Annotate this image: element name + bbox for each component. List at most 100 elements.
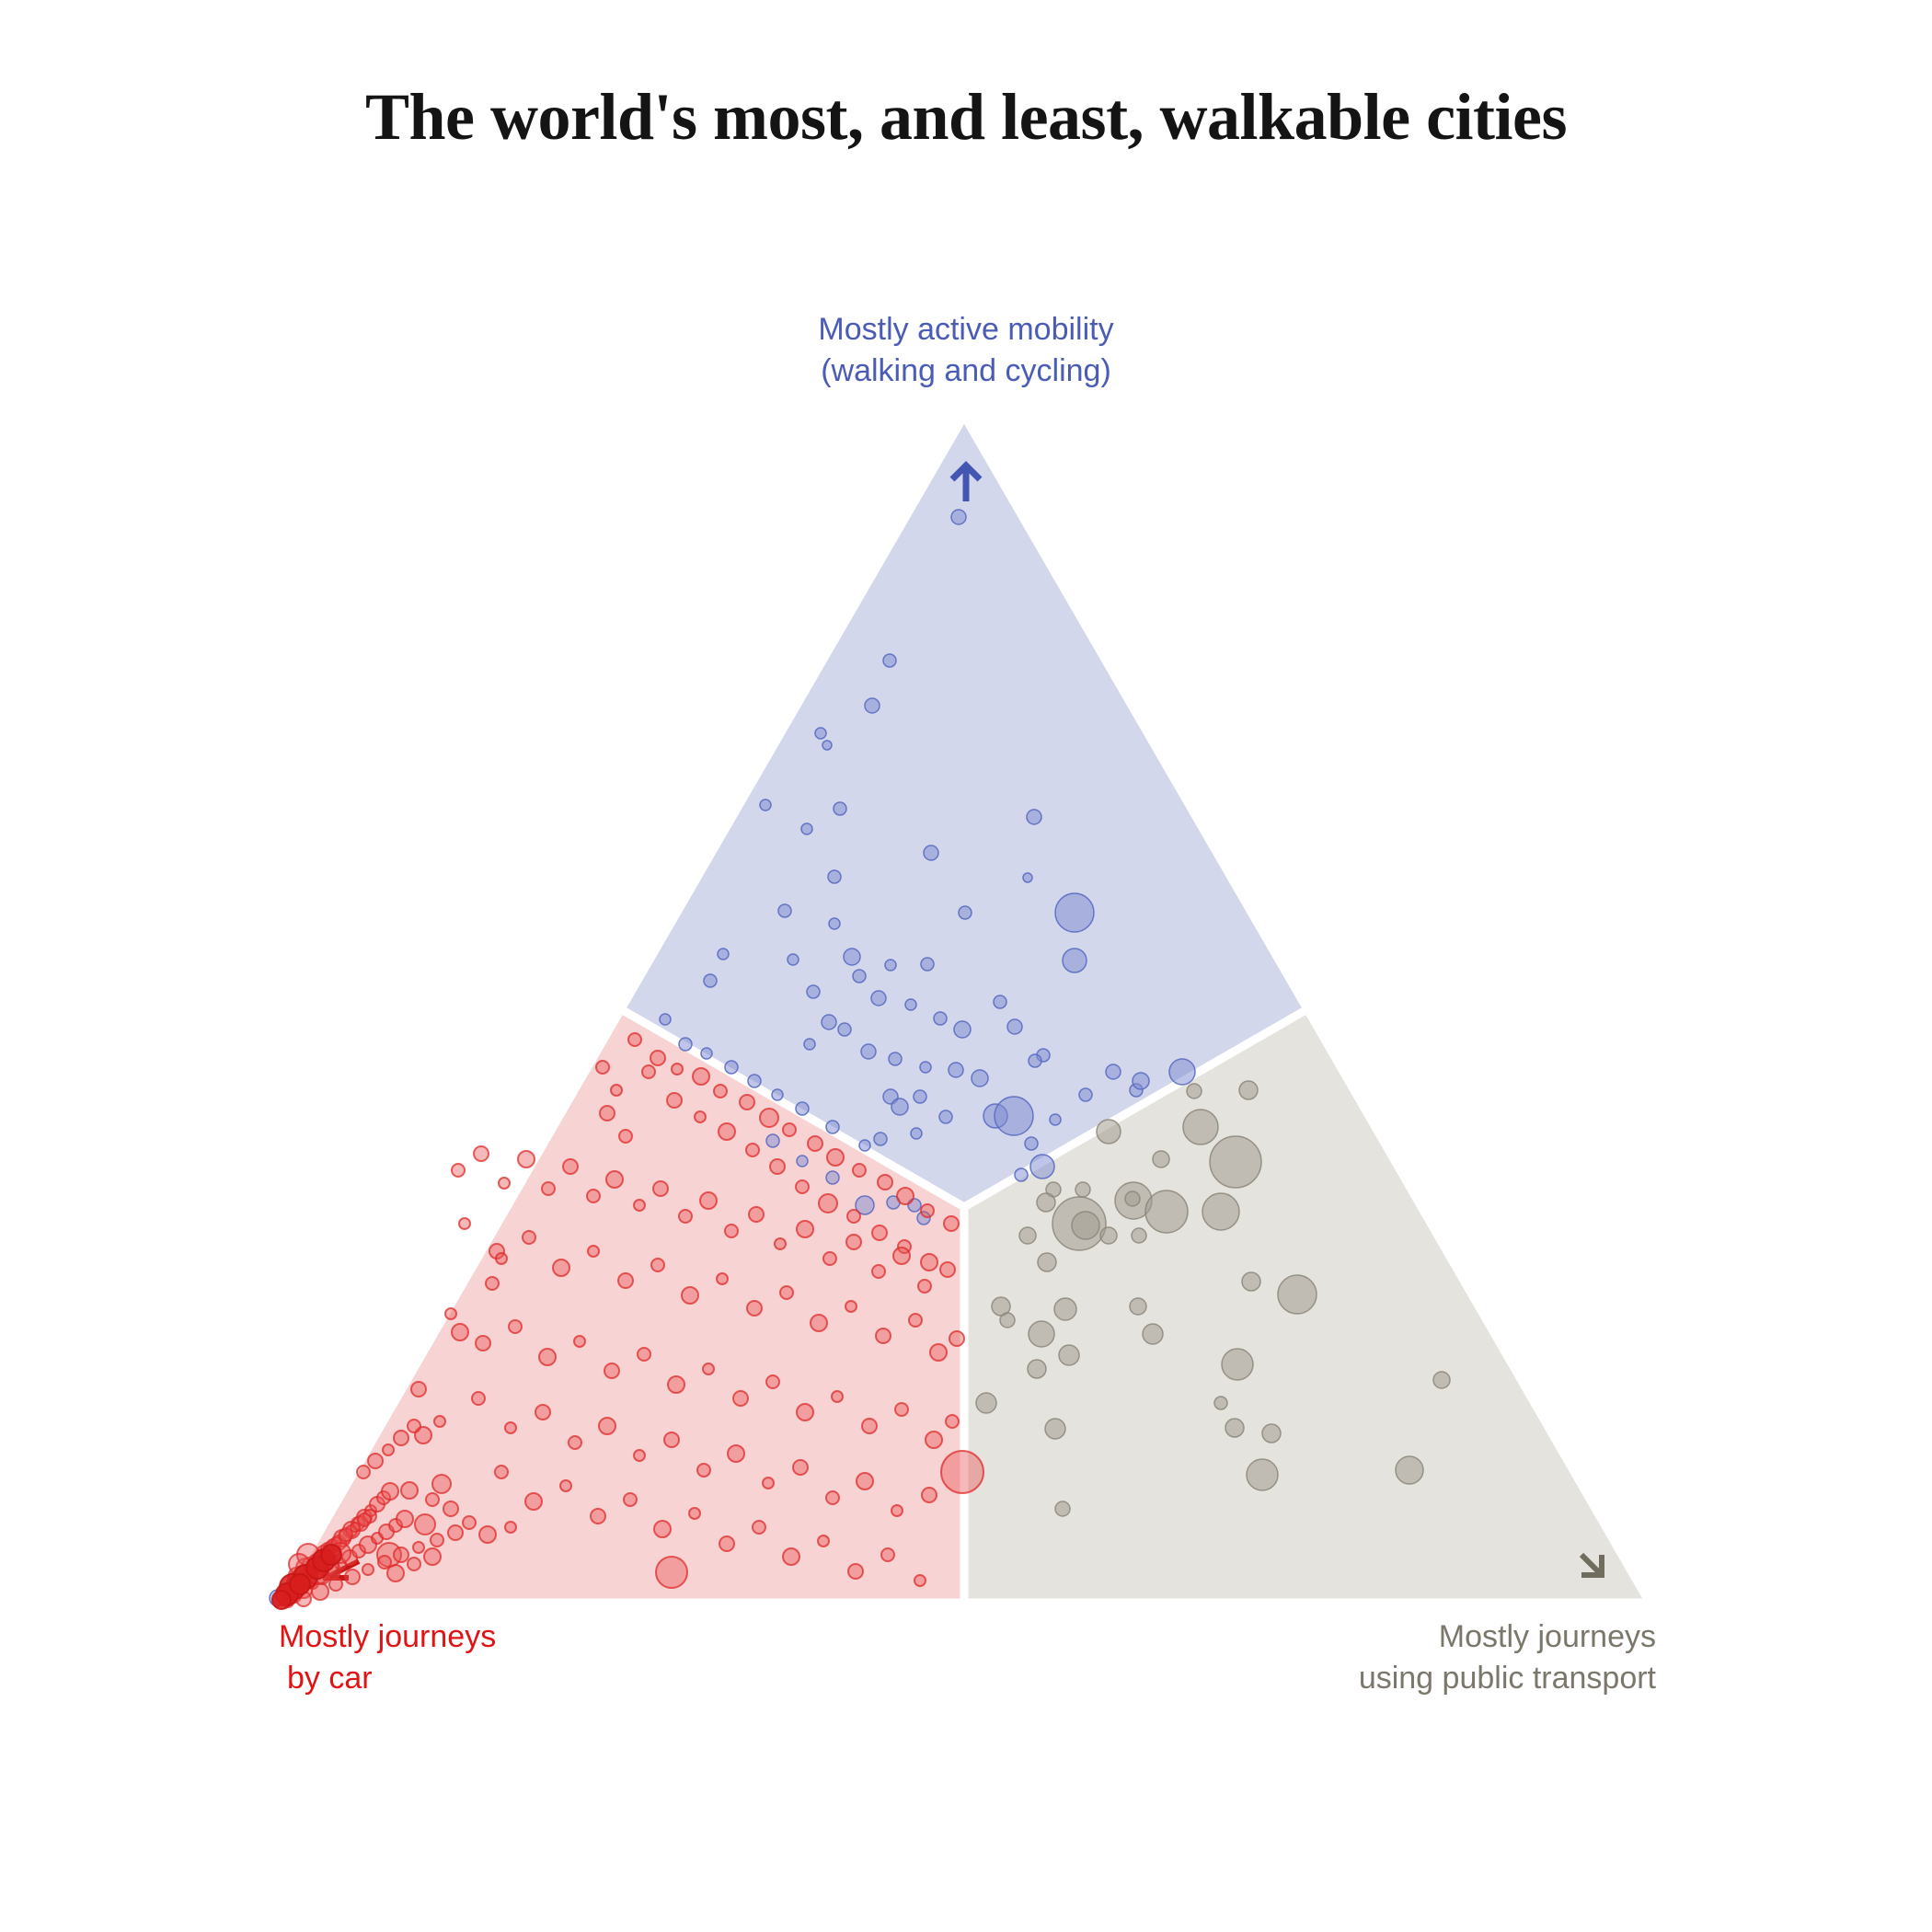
city-bubble xyxy=(494,1465,509,1479)
city-bubble xyxy=(1028,1053,1042,1068)
label-transit-line1: Mostly journeys xyxy=(1438,1619,1656,1654)
city-bubble xyxy=(702,1363,715,1375)
series-mostly-transit xyxy=(975,1080,1451,1517)
city-bubble xyxy=(873,1132,888,1146)
city-bubble xyxy=(692,1067,710,1086)
city-bubble xyxy=(1213,1396,1228,1410)
city-bubble xyxy=(825,1490,840,1505)
city-bubble xyxy=(412,1541,425,1554)
city-bubble xyxy=(688,1507,701,1520)
city-bubble xyxy=(716,1272,729,1285)
city-bubble xyxy=(828,917,841,930)
city-bubble xyxy=(882,653,897,668)
city-bubble xyxy=(803,1038,816,1051)
city-bubble xyxy=(787,953,799,966)
series-mostly-active xyxy=(269,509,1196,1607)
city-bubble xyxy=(1054,1501,1071,1517)
city-bubble xyxy=(667,1375,685,1394)
city-bubble xyxy=(447,1524,464,1541)
city-bubble xyxy=(1028,1320,1055,1348)
city-bubble xyxy=(1131,1227,1147,1244)
city-bubble xyxy=(633,1449,646,1462)
city-bubble xyxy=(752,1520,766,1535)
city-bubble xyxy=(871,1225,888,1241)
city-bubble xyxy=(1186,1083,1202,1099)
city-bubble xyxy=(504,1421,517,1434)
city-bubble xyxy=(779,1285,794,1300)
city-bubble xyxy=(777,903,792,918)
region-layer xyxy=(271,408,1657,1607)
city-bubble xyxy=(1026,809,1042,825)
city-bubble xyxy=(949,1330,965,1347)
city-bubble xyxy=(431,1474,452,1494)
city-bubble xyxy=(1124,1190,1141,1207)
city-bubble xyxy=(1037,1252,1057,1272)
city-bubble xyxy=(913,1089,927,1104)
city-bubble xyxy=(653,1520,672,1538)
city-bubble xyxy=(795,1179,810,1194)
city-bubble xyxy=(587,1245,600,1258)
city-bubble xyxy=(896,1187,914,1205)
city-bubble xyxy=(1044,1418,1066,1440)
city-bubble xyxy=(425,1492,440,1507)
city-bubble xyxy=(739,1094,755,1110)
city-bubble xyxy=(1132,1072,1150,1090)
city-bubble xyxy=(718,1122,736,1141)
city-bubble xyxy=(396,1510,414,1528)
city-bubble xyxy=(605,1170,624,1189)
city-bubble xyxy=(604,1363,620,1379)
city-bubble xyxy=(1209,1135,1262,1189)
city-bubble xyxy=(357,1512,372,1527)
city-bubble xyxy=(681,1286,699,1305)
city-bubble xyxy=(717,948,730,960)
city-bubble xyxy=(919,1061,932,1074)
city-bubble xyxy=(958,905,972,920)
city-bubble xyxy=(678,1209,693,1224)
city-bubble xyxy=(904,998,917,1011)
city-bubble xyxy=(393,1430,409,1446)
city-bubble xyxy=(641,1064,656,1079)
city-bubble xyxy=(792,1459,809,1476)
city-bubble xyxy=(994,1096,1034,1136)
city-bubble xyxy=(920,957,935,972)
city-bubble xyxy=(727,1444,745,1463)
city-bubble xyxy=(923,845,939,861)
city-bubble xyxy=(637,1347,651,1362)
city-bubble xyxy=(856,1472,874,1490)
city-bubble xyxy=(719,1535,735,1552)
city-bubble xyxy=(377,1555,392,1570)
city-bubble xyxy=(1246,1458,1279,1491)
label-car-line2: by car xyxy=(287,1661,373,1696)
city-bubble xyxy=(1027,1359,1047,1379)
city-bubble xyxy=(595,1060,610,1075)
city-bubble xyxy=(485,1276,500,1291)
city-bubble xyxy=(943,1215,960,1232)
city-bubble xyxy=(627,1032,642,1047)
city-bubble xyxy=(939,1261,956,1278)
city-bubble xyxy=(1006,1018,1023,1035)
city-bubble xyxy=(871,1264,886,1279)
city-bubble xyxy=(356,1465,371,1479)
city-bubble xyxy=(993,995,1007,1009)
city-bubble xyxy=(891,1098,909,1116)
city-bubble xyxy=(659,1013,672,1026)
city-bubble xyxy=(825,1170,840,1185)
city-bubble xyxy=(843,948,861,966)
city-bubble xyxy=(953,1020,972,1039)
city-bubble xyxy=(814,727,827,740)
city-bubble xyxy=(1238,1080,1259,1100)
city-bubble xyxy=(498,1177,511,1190)
city-bubble xyxy=(382,1443,395,1456)
city-bubble xyxy=(1105,1064,1121,1080)
city-bubble xyxy=(367,1453,384,1469)
city-bubble xyxy=(1261,1423,1282,1443)
city-bubble xyxy=(696,1463,711,1478)
city-bubble xyxy=(559,1479,572,1492)
city-bubble xyxy=(1062,948,1087,973)
city-bubble xyxy=(870,990,887,1006)
city-bubble xyxy=(748,1206,765,1223)
arrow-up-active xyxy=(949,461,983,501)
city-bubble xyxy=(855,1195,875,1215)
city-bubble xyxy=(508,1319,523,1334)
